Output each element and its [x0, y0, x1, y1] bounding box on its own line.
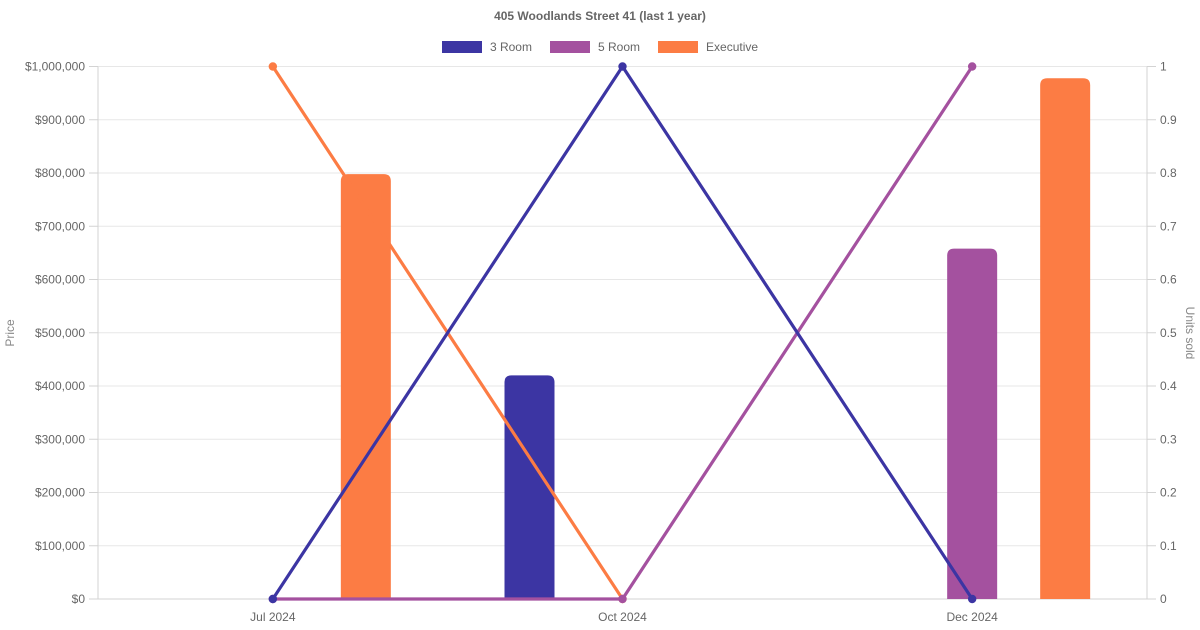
left-axis-tick-label: $900,000 [35, 113, 85, 127]
left-axis-tick-label: $600,000 [35, 273, 85, 287]
price-bar-executive[interactable] [1040, 78, 1091, 600]
legend-item-5-room[interactable]: 5 Room [549, 40, 641, 54]
chart-title: 405 Woodlands Street 41 (last 1 year) [494, 9, 706, 23]
right-axis-tick-label: 0.3 [1160, 432, 1177, 446]
legend-label: 5 Room [597, 40, 641, 54]
legend-label: 3 Room [489, 40, 532, 54]
legend-label: Executive [706, 40, 759, 54]
line-marker-3-room[interactable] [268, 594, 278, 604]
left-axis-tick-label: $700,000 [35, 219, 85, 233]
legend-item-3-room[interactable]: 3 Room [441, 40, 532, 54]
left-axis-tick-label: $100,000 [35, 539, 85, 553]
right-axis-tick-label: 0.1 [1160, 539, 1177, 553]
x-axis-tick-label: Jul 2024 [250, 610, 296, 624]
right-axis-tick-label: 1 [1160, 60, 1167, 74]
left-axis-tick-label: $0 [72, 592, 86, 606]
line-marker-executive[interactable] [268, 62, 278, 71]
left-axis-tick-label: $1,000,000 [25, 60, 85, 74]
right-axis-tick-label: 0.6 [1160, 273, 1177, 287]
legend: 3 Room 5 Room Executive [0, 41, 1200, 53]
right-axis-tick-label: 0.2 [1160, 486, 1177, 500]
right-axis-tick-label: 0.9 [1160, 113, 1177, 127]
legend-swatch [441, 41, 482, 53]
price-bar-5-room[interactable] [947, 248, 998, 600]
legend-item-executive[interactable]: Executive [658, 41, 758, 53]
left-axis-tick-label: $400,000 [35, 379, 85, 393]
left-axis-tick-label: $300,000 [35, 432, 85, 446]
line-marker-3-room[interactable] [967, 594, 977, 604]
right-axis-tick-label: 0 [1160, 592, 1167, 606]
x-axis-tick-label: Dec 2024 [946, 610, 998, 624]
legend-swatch [549, 41, 590, 53]
right-axis-tick-label: 0.5 [1160, 326, 1177, 340]
line-marker-5-room[interactable] [618, 594, 627, 604]
left-axis-tick-label: $800,000 [35, 166, 85, 180]
right-axis-tick-label: 0.8 [1160, 166, 1177, 180]
right-axis-tick-label: 0.7 [1160, 219, 1177, 233]
left-axis-tick-label: $500,000 [35, 326, 85, 340]
legend-swatch [658, 41, 699, 53]
price-bar-executive[interactable] [340, 174, 391, 599]
line-marker-5-room[interactable] [967, 62, 977, 71]
line-marker-3-room[interactable] [618, 62, 627, 71]
right-axis-tick-label: 0.4 [1160, 379, 1177, 393]
left-axis-tick-label: $200,000 [35, 486, 85, 500]
x-axis-tick-label: Oct 2024 [598, 610, 647, 624]
price-bar-3-room[interactable] [504, 375, 555, 599]
